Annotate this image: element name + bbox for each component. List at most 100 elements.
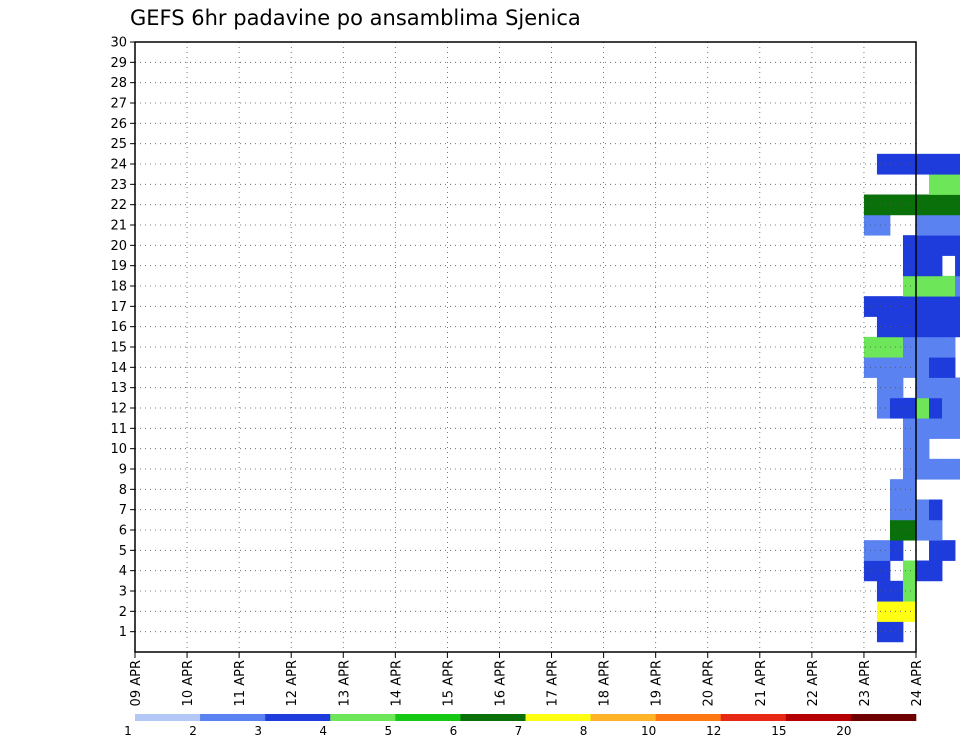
y-tick-label: 17: [110, 300, 127, 315]
heatmap-cell: [902, 316, 917, 338]
heatmap-cell: [916, 275, 930, 297]
y-tick-label: 23: [110, 178, 127, 193]
x-tick-label: 09 APR: [129, 660, 144, 706]
heatmap-cell: [955, 214, 960, 236]
heatmap-cell: [929, 540, 943, 561]
y-tick-label: 4: [119, 564, 127, 579]
colorbar-label: 3: [254, 724, 262, 738]
heatmap-cell: [929, 214, 943, 236]
heatmap-cell: [902, 601, 917, 622]
y-tick-label: 13: [110, 381, 127, 396]
x-tick-label: 12 APR: [285, 660, 300, 706]
heatmap-cell: [889, 519, 904, 541]
y-tick-label: 26: [110, 117, 127, 132]
heatmap-cell: [955, 174, 960, 195]
colorbar-label: 12: [706, 724, 721, 738]
heatmap-cell: [916, 377, 930, 399]
y-tick-label: 7: [119, 503, 127, 518]
heatmap-cell: [889, 601, 904, 622]
heatmap-cell: [916, 296, 930, 317]
heatmap-cell: [876, 560, 891, 582]
colorbar-swatch: [590, 714, 656, 721]
grid-lines: [135, 41, 916, 652]
colorbar-swatch: [785, 714, 852, 721]
heatmap-cell: [902, 499, 917, 521]
heatmap-cell: [876, 296, 891, 317]
heatmap-cell: [876, 540, 891, 561]
heatmap-cell: [955, 377, 960, 399]
colorbar-label: 10: [641, 724, 656, 738]
heatmap-cell: [929, 153, 943, 175]
y-tick-label: 14: [110, 361, 127, 376]
heatmap-cell: [902, 235, 917, 256]
colorbar-swatch: [265, 714, 331, 721]
heatmap-cell: [916, 418, 930, 439]
y-tick-label: 5: [119, 544, 127, 559]
colorbar-swatch: [200, 714, 266, 721]
x-tick-label: 24 APR: [910, 660, 925, 706]
y-tick-label: 15: [110, 341, 127, 356]
y-tick-label: 8: [119, 483, 127, 498]
heatmap-cell: [902, 397, 917, 419]
heatmap-cell: [876, 214, 891, 236]
y-tick-label: 21: [110, 219, 127, 234]
colorbar-swatch: [850, 714, 917, 721]
heatmap-cell: [902, 418, 917, 439]
colorbar-label: 2: [189, 724, 197, 738]
heatmap-cell: [876, 601, 891, 622]
heatmap-cell: [902, 357, 917, 378]
heatmap-cell: [902, 194, 917, 216]
colorbar-label: 5: [385, 724, 393, 738]
heatmap-cell: [955, 153, 960, 175]
heatmap-cell: [889, 153, 904, 175]
heatmap-cell: [902, 438, 917, 460]
heatmap-cell: [889, 540, 904, 561]
heatmap-cell: [942, 458, 956, 480]
colorbar-swatch: [720, 714, 787, 721]
y-tick-label: 2: [119, 605, 127, 620]
heatmap-cell: [902, 336, 917, 358]
heatmap-cell: [942, 357, 956, 378]
heatmap-cell: [902, 580, 917, 602]
heatmap-cell: [929, 275, 943, 297]
heatmap-cell: [876, 397, 891, 419]
y-tick-label: 18: [110, 280, 127, 295]
y-tick-label: 22: [110, 198, 127, 213]
heatmap-cell: [876, 336, 891, 358]
heatmap-cell: [916, 194, 930, 216]
heatmap-cell: [902, 458, 917, 480]
heatmap-cell: [889, 499, 904, 521]
plot-frame: [134, 41, 917, 653]
x-tick-label: 18 APR: [598, 660, 613, 706]
x-tick-label: 23 APR: [858, 660, 873, 706]
heatmap-cell: [955, 458, 960, 480]
heatmap-cell: [942, 316, 956, 338]
heatmap-cell: [929, 194, 943, 216]
y-tick-label: 24: [110, 158, 127, 173]
heatmap-cell: [916, 438, 930, 460]
heatmap-cell: [929, 499, 943, 521]
heatmap-cell: [902, 479, 917, 500]
heatmap-cell: [942, 540, 956, 561]
colorbar-swatch: [655, 714, 722, 721]
heatmap-cell: [955, 418, 960, 439]
heatmap-cell: [929, 316, 943, 338]
heatmap-cell: [929, 296, 943, 317]
heatmap-cell: [889, 580, 904, 602]
heatmap-cell: [876, 377, 891, 399]
y-tick-label: 25: [110, 137, 127, 152]
colorbar-label: 4: [319, 724, 327, 738]
heatmap-cell: [902, 560, 917, 582]
x-tick-label: 11 APR: [233, 660, 248, 706]
colorbar-swatch: [395, 714, 461, 721]
y-tick-label: 9: [119, 463, 127, 478]
heatmap-cell: [942, 194, 956, 216]
heatmap-cell: [955, 194, 960, 216]
heatmap-cell: [942, 336, 956, 358]
heatmap-cell: [902, 296, 917, 317]
heatmap-cell: [889, 316, 904, 338]
heatmap-cell: [916, 357, 930, 378]
axes: 1234567891011121314151617181920212223242…: [110, 36, 925, 707]
heatmap-cell: [876, 194, 891, 216]
heatmap-cell: [929, 377, 943, 399]
